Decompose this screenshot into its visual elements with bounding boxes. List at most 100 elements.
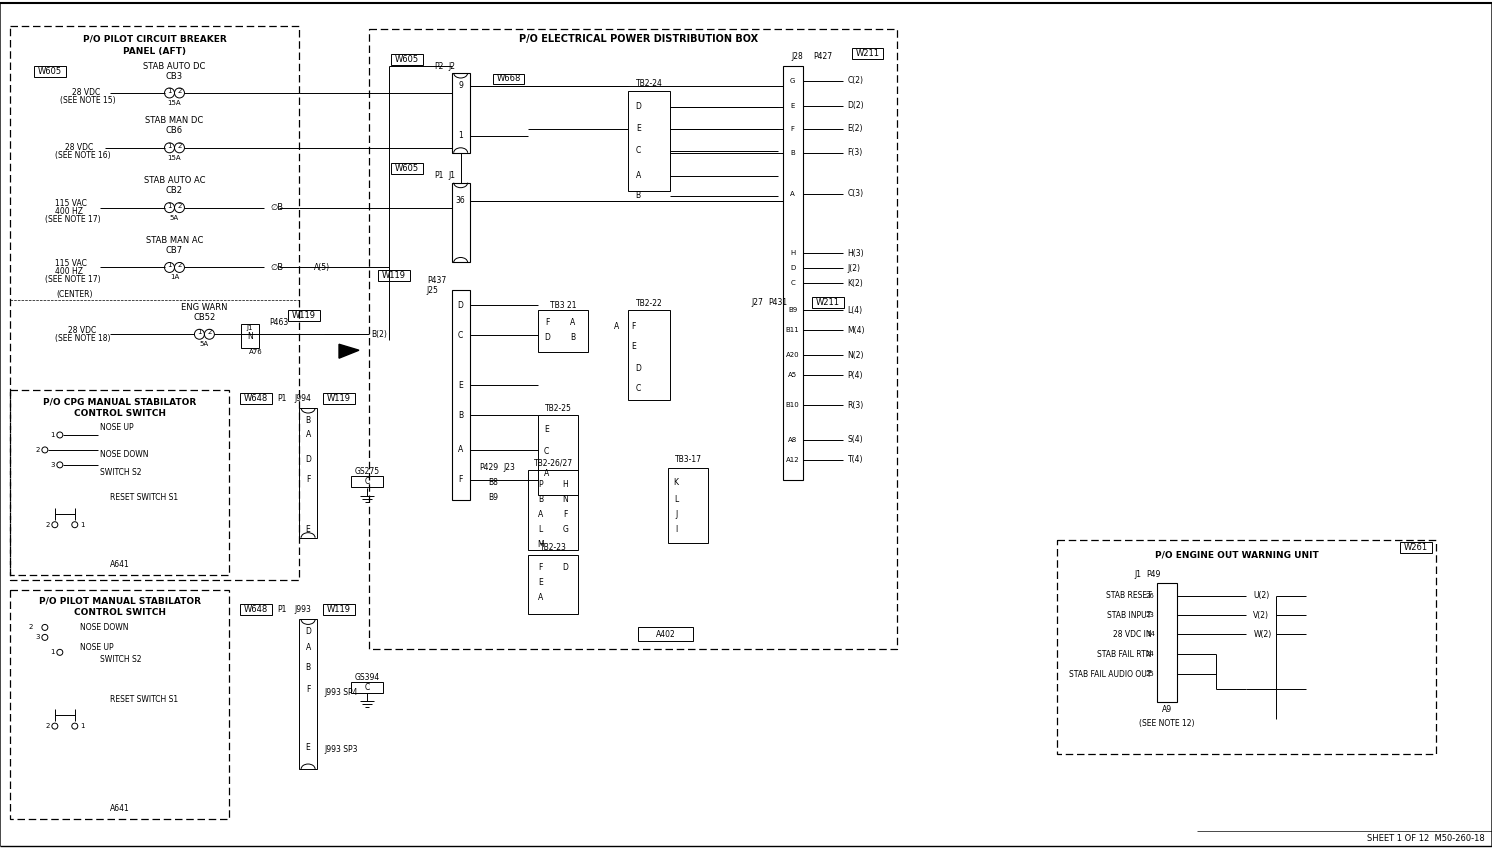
Text: C(3): C(3) [848,189,863,198]
Bar [390,53,423,65]
Text: W605: W605 [37,66,61,76]
Bar [299,620,317,769]
Text: G: G [790,78,796,84]
Text: 9: 9 [458,82,464,91]
Text: STAB RESET: STAB RESET [1106,591,1152,600]
Text: N: N [562,495,568,504]
Text: A402: A402 [657,630,676,639]
Bar [323,604,355,615]
Text: TB2-22: TB2-22 [636,299,663,308]
Text: K: K [673,478,679,487]
Text: P429: P429 [479,464,498,472]
Bar [1058,540,1436,754]
Text: N(2): N(2) [848,351,865,360]
Text: B(2): B(2) [371,329,387,339]
Text: B: B [539,495,543,504]
Text: B: B [570,333,574,342]
Text: ∅B: ∅B [271,203,283,212]
Bar [782,66,803,480]
Bar [34,65,66,76]
Text: NOSE DOWN: NOSE DOWN [100,451,148,459]
Text: 400 HZ: 400 HZ [55,207,82,216]
Text: (SEE NOTE 16): (SEE NOTE 16) [55,151,111,160]
Text: L: L [673,495,678,504]
Text: E: E [539,578,543,587]
Text: 1: 1 [79,723,84,729]
Bar [452,290,470,500]
Bar [352,682,383,693]
Text: 1A: 1A [171,274,180,280]
Text: J28: J28 [791,52,803,60]
Text: I: I [675,526,678,534]
Text: D: D [636,103,642,111]
Text: D: D [636,363,642,373]
Bar [628,311,670,400]
Text: A76: A76 [250,349,263,355]
Text: J2: J2 [449,61,456,70]
Text: A641: A641 [109,804,130,813]
Text: A: A [613,322,619,331]
Text: A: A [305,430,311,440]
Text: C: C [365,683,370,692]
Text: 2: 2 [178,88,181,94]
Text: F: F [539,563,543,572]
Text: D: D [458,301,464,310]
Text: 1: 1 [51,432,55,438]
Text: 2: 2 [36,447,40,453]
Text: C: C [636,146,640,155]
Text: P427: P427 [812,52,832,60]
Text: ENG WARN: ENG WARN [181,303,227,312]
Text: CB2: CB2 [166,186,183,195]
Bar [299,408,317,537]
Text: NOSE DOWN: NOSE DOWN [79,623,129,632]
Text: 1: 1 [79,521,84,528]
Text: (SEE NOTE 15): (SEE NOTE 15) [60,97,115,105]
Text: (SEE NOTE 17): (SEE NOTE 17) [45,215,100,224]
Text: 15A: 15A [168,100,181,106]
Text: V(2): V(2) [1254,611,1270,620]
Text: F: F [631,322,636,331]
Text: 115 VAC: 115 VAC [55,259,87,268]
Text: 1: 1 [168,203,172,209]
Bar [1400,543,1432,554]
Text: CONTROL SWITCH: CONTROL SWITCH [73,408,166,418]
Text: J: J [675,510,678,520]
Text: C: C [365,477,370,486]
Bar [378,270,410,281]
Text: P431: P431 [767,298,787,306]
Text: P1: P1 [277,605,287,614]
Text: RESET SWITCH S1: RESET SWITCH S1 [109,694,178,704]
Text: 1: 1 [168,262,172,268]
Text: B10: B10 [785,402,799,408]
Text: B: B [790,149,794,155]
Text: STAB MAN AC: STAB MAN AC [145,236,203,245]
Polygon shape [340,344,359,358]
Text: B11: B11 [785,327,799,334]
Text: 26: 26 [1146,593,1155,599]
Text: P/O PILOT MANUAL STABILATOR: P/O PILOT MANUAL STABILATOR [39,597,200,606]
Text: 2: 2 [178,203,181,209]
Text: (SEE NOTE 12): (SEE NOTE 12) [1138,718,1194,728]
Text: A5: A5 [788,372,797,378]
Text: 1: 1 [458,132,464,140]
Text: B: B [305,415,311,424]
Text: J(2): J(2) [848,264,860,273]
Text: A: A [305,643,311,652]
Text: TB2-23: TB2-23 [540,543,567,552]
Text: SWITCH S2: SWITCH S2 [100,469,141,477]
Text: A: A [537,593,543,602]
Text: P/O CPG MANUAL STABILATOR: P/O CPG MANUAL STABILATOR [43,397,196,407]
Text: F: F [305,475,310,484]
Bar [851,48,884,59]
Text: SHEET 1 OF 12  M50-260-18: SHEET 1 OF 12 M50-260-18 [1367,835,1484,843]
Text: STAB INPUT: STAB INPUT [1107,611,1152,620]
Bar [452,73,470,153]
Text: 28 VDC IN: 28 VDC IN [1113,630,1152,639]
Bar [352,476,383,487]
Text: G: G [562,526,568,534]
Text: 5A: 5A [171,215,180,221]
Text: B: B [305,663,311,672]
Text: P49: P49 [1146,570,1161,579]
Text: J1: J1 [449,171,456,180]
Text: M: M [537,540,543,549]
